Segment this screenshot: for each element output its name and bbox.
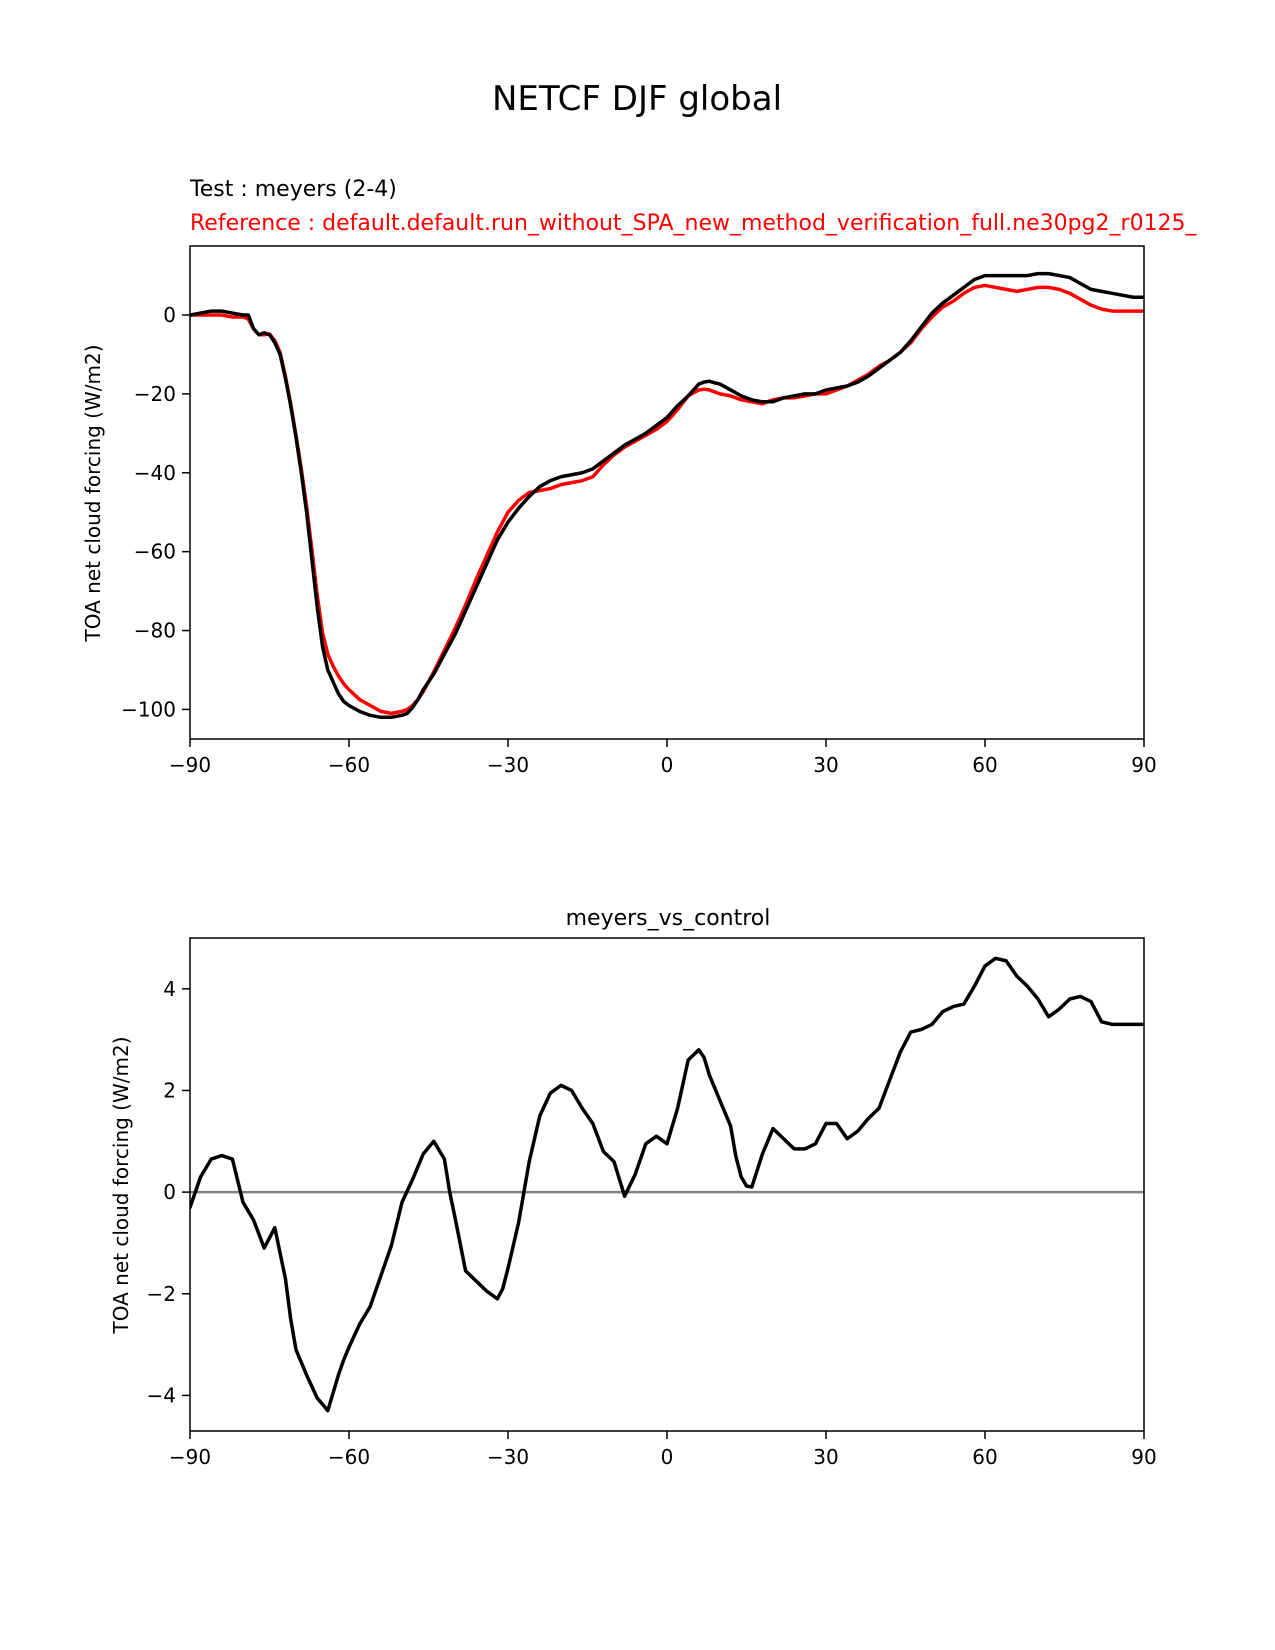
top-xtick-label: 90 (1131, 753, 1156, 777)
bottom-xtick-label: −90 (169, 1445, 211, 1469)
bottom-ytick-label: 2 (163, 1078, 176, 1102)
top-xtick-label: −90 (169, 753, 211, 777)
top-panel: Test : meyers (2-4) Reference : default.… (81, 177, 1198, 777)
top-xtick-label: −60 (328, 753, 370, 777)
test-label: Test : meyers (2-4) (189, 177, 397, 202)
top-ytick-label: −60 (134, 540, 176, 564)
bottom-ytick-label: −2 (147, 1282, 176, 1306)
bottom-xtick-label: 0 (661, 1445, 674, 1469)
top-plot-area (190, 271, 1144, 720)
top-xtick-label: 60 (972, 753, 997, 777)
top-ylabel: TOA net cloud forcing (W/m2) (81, 344, 105, 642)
bottom-xtick-label: 90 (1131, 1445, 1156, 1469)
bottom-title: meyers_vs_control (566, 906, 771, 931)
top-ytick-label: −100 (121, 697, 176, 721)
top-series-test (190, 271, 1144, 720)
top-ytick-label: −20 (134, 382, 176, 406)
top-ytick-label: 0 (163, 303, 176, 327)
bottom-xtick-label: −30 (487, 1445, 529, 1469)
top-axes: −90 −60 −30 0 30 60 90 0 −20 −40 −60 −80 −100 (121, 245, 1157, 777)
bottom-ytick-label: 4 (163, 977, 176, 1001)
bottom-ytick-label: 0 (163, 1180, 176, 1204)
bottom-xtick-label: 30 (813, 1445, 838, 1469)
top-xtick-label: 0 (661, 753, 674, 777)
top-xtick-label: 30 (813, 753, 838, 777)
reference-label: Reference : default.default.run_without_… (190, 211, 1198, 236)
figure-title: NETCF DJF global (492, 79, 782, 119)
top-xtick-label: −30 (487, 753, 529, 777)
bottom-ylabel: TOA net cloud forcing (W/m2) (109, 1036, 133, 1334)
bottom-panel: meyers_vs_control TOA net cloud forcing … (109, 906, 1157, 1469)
top-ytick-label: −40 (134, 461, 176, 485)
bottom-ytick-label: −4 (147, 1383, 176, 1407)
bottom-xtick-label: 60 (972, 1445, 997, 1469)
bottom-plot-area (190, 956, 1144, 1413)
top-ytick-label: −80 (134, 619, 176, 643)
bottom-axes: −90 −60 −30 0 30 60 90 4 2 0 −2 −4 (147, 937, 1157, 1469)
bottom-xtick-label: −60 (328, 1445, 370, 1469)
bottom-series-meyers-vs-control (190, 956, 1144, 1413)
